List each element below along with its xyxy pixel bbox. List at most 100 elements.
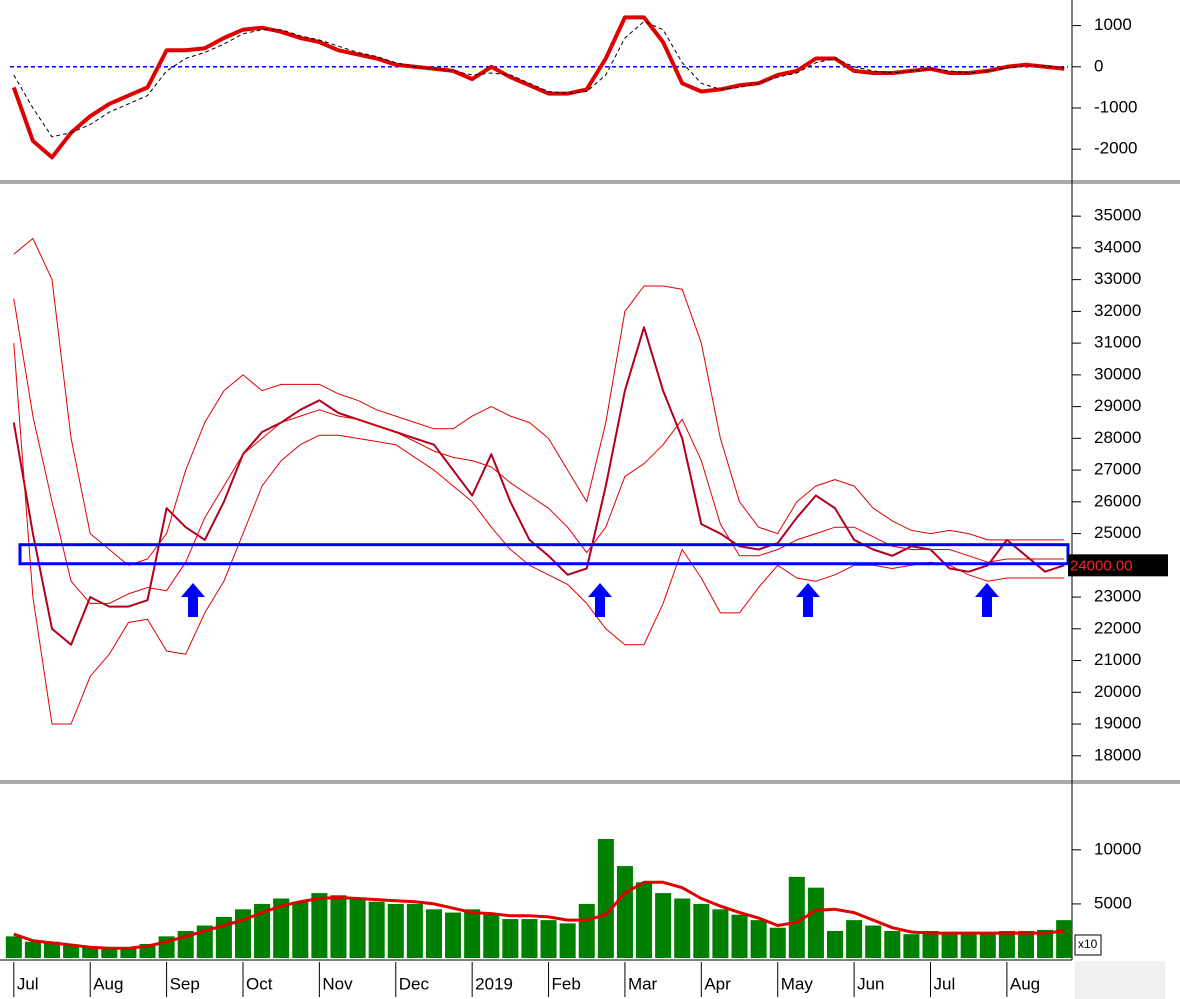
volume-bar	[960, 934, 977, 958]
volume-bar	[636, 882, 653, 958]
volume-bar	[655, 893, 672, 958]
y-tick-label: 21000	[1094, 650, 1141, 669]
y-tick-label: 35000	[1094, 206, 1141, 225]
support-zone	[18, 543, 1070, 566]
volume-bar	[1056, 920, 1072, 958]
volume-bar	[502, 919, 519, 958]
volume-bar	[120, 947, 137, 958]
volume-bar	[998, 930, 1015, 958]
volume-bar	[674, 898, 691, 958]
x-tick-label: Nov	[322, 974, 353, 993]
arrow	[588, 583, 612, 617]
unit-note: x10	[1078, 937, 1098, 951]
volume-bar	[521, 919, 538, 958]
volume-bar	[464, 909, 481, 958]
volume-bar	[731, 914, 748, 958]
series-line	[13, 237, 1065, 566]
y-tick-label: 19000	[1094, 714, 1141, 733]
volume-bar	[349, 898, 366, 958]
y-tick-label: 1000	[1094, 15, 1132, 34]
y-tick-label: 5000	[1094, 893, 1132, 912]
x-tick-label: Mar	[628, 974, 658, 993]
x-tick-label: May	[781, 974, 814, 993]
x-tick-label: Jul	[933, 974, 955, 993]
volume-bar	[846, 920, 863, 958]
price-label: 24000.00	[1070, 557, 1133, 574]
y-tick-label: 28000	[1094, 428, 1141, 447]
panel-separator	[0, 780, 1180, 784]
y-tick-label: 32000	[1094, 301, 1141, 320]
volume-bar	[750, 920, 767, 958]
arrow	[796, 583, 820, 617]
y-tick-label: 23000	[1094, 587, 1141, 606]
volume-bar	[82, 947, 99, 958]
volume-bar	[24, 941, 41, 958]
volume-bar	[1017, 930, 1035, 958]
y-tick-label: 27000	[1094, 460, 1141, 479]
y-tick-label: 33000	[1094, 269, 1141, 288]
panel-separator	[0, 180, 1180, 184]
volume-bar	[788, 876, 805, 958]
series-line	[13, 880, 1065, 950]
volume-bar	[903, 934, 920, 958]
volume-bar	[540, 920, 557, 958]
y-tick-label: 10000	[1094, 839, 1141, 858]
x-tick-label: Dec	[399, 974, 430, 993]
volume-bar	[559, 923, 576, 958]
series-line	[13, 21, 1065, 138]
x-tick-label: Aug	[1010, 974, 1040, 993]
volume-bar	[578, 903, 595, 958]
x-tick-label: Jul	[17, 974, 39, 993]
y-tick-label: 0	[1094, 56, 1103, 75]
y-tick-label: 30000	[1094, 364, 1141, 383]
volume-bar	[254, 903, 271, 958]
x-tick-label: Sep	[170, 974, 200, 993]
volume-bar	[311, 893, 328, 958]
x-tick-label: Aug	[93, 974, 123, 993]
volume-bar	[445, 912, 462, 958]
arrow	[181, 583, 205, 617]
volume-bar	[865, 925, 882, 958]
x-tick-label: Feb	[552, 974, 581, 993]
price-label-box	[1068, 554, 1168, 577]
y-tick-label: 22000	[1094, 618, 1141, 637]
volume-bar	[5, 936, 22, 958]
y-tick-label: 25000	[1094, 523, 1141, 542]
volume-bar	[712, 909, 729, 958]
volume-bar	[101, 948, 118, 958]
volume-bar	[979, 933, 996, 958]
y-tick-label: 18000	[1094, 745, 1141, 764]
y-tick-label: 29000	[1094, 396, 1141, 415]
series-line	[13, 343, 1065, 725]
x-tick-label: Oct	[246, 974, 273, 993]
plot-area	[5, 839, 1072, 958]
volume-bar	[769, 927, 786, 958]
x-tick-label: Apr	[704, 974, 731, 993]
plot-area	[12, 237, 1065, 725]
x-tick-label: Jun	[857, 974, 884, 993]
volume-bar	[406, 903, 423, 958]
y-tick-label: 20000	[1094, 682, 1141, 701]
plot-area	[10, 15, 1068, 160]
volume-bar	[63, 945, 80, 958]
y-tick-label: -1000	[1094, 97, 1137, 116]
corner-box	[1075, 961, 1165, 999]
volume-bar	[330, 895, 347, 958]
volume-bar	[483, 914, 500, 958]
volume-bar	[1037, 929, 1054, 958]
volume-bar	[368, 901, 385, 958]
y-tick-label: 31000	[1094, 333, 1141, 352]
volume-bar	[425, 909, 442, 958]
volume-bar	[826, 930, 844, 958]
x-tick-label: 2019	[475, 974, 513, 993]
series-line	[12, 326, 1065, 646]
volume-bar	[43, 941, 61, 958]
volume-bar	[922, 930, 939, 958]
volume-bar	[597, 839, 614, 958]
volume-bar	[884, 930, 901, 958]
y-tick-label: -2000	[1094, 139, 1137, 158]
volume-bar	[693, 903, 710, 958]
y-tick-label: 26000	[1094, 491, 1141, 510]
